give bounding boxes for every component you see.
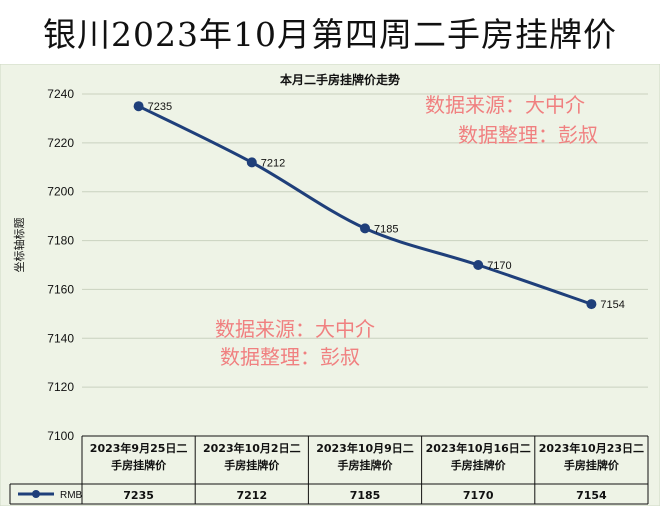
data-label: 7235 <box>148 101 172 113</box>
table-value-cell: 7170 <box>463 489 494 502</box>
x-category-label-line1: 2023年9月25日二 <box>90 441 188 455</box>
data-label: 7170 <box>487 260 511 272</box>
y-tick-label: 7220 <box>47 136 74 150</box>
watermark-author: 数据整理：彭叔 <box>220 345 360 369</box>
watermark-source: 数据来源：大中介 <box>215 317 375 341</box>
legend-series-label: RMB <box>60 490 83 501</box>
y-tick-label: 7200 <box>47 185 74 199</box>
chart-background <box>0 64 660 506</box>
page-title-bar: 银川2023年10月第四周二手房挂牌价 <box>0 0 660 64</box>
table-value-cell: 7185 <box>350 489 381 502</box>
data-label: 7212 <box>261 157 285 169</box>
y-tick-label: 7140 <box>47 331 74 345</box>
data-point <box>133 101 144 112</box>
page-title: 银川2023年10月第四周二手房挂牌价 <box>43 15 617 54</box>
x-category-label-line1: 2023年10月23日二 <box>539 441 644 455</box>
watermark-source: 数据来源：大中介 <box>425 93 585 117</box>
table-value-cell: 7212 <box>236 489 267 502</box>
x-category-label-line2: 手房挂牌价 <box>564 458 620 472</box>
x-category-label-line1: 2023年10月16日二 <box>426 441 531 455</box>
x-category-label-line2: 手房挂牌价 <box>338 458 394 472</box>
data-point <box>586 299 597 310</box>
y-axis-title: 坐标轴标题 <box>12 218 26 273</box>
y-tick-label: 7160 <box>47 282 74 296</box>
x-category-label-line2: 手房挂牌价 <box>451 458 507 472</box>
chart-title: 本月二手房挂牌价走势 <box>280 72 400 87</box>
x-category-label-line1: 2023年10月2日二 <box>203 441 301 455</box>
data-point <box>473 260 484 270</box>
data-label: 7185 <box>374 223 398 235</box>
data-point <box>360 223 370 234</box>
data-label: 7154 <box>600 299 624 311</box>
y-tick-label: 7100 <box>47 429 74 443</box>
line-chart: 本月二手房挂牌价走势 7100 7120 7140 7160 7180 7200 7220 72… <box>0 64 660 506</box>
y-tick-label: 7120 <box>47 380 74 394</box>
y-tick-label: 7180 <box>47 234 74 248</box>
x-category-label-line1: 2023年10月9日二 <box>316 441 414 455</box>
data-point <box>246 157 257 168</box>
table-value-cell: 7154 <box>576 489 607 502</box>
x-category-label-line2: 手房挂牌价 <box>224 458 280 472</box>
table-value-cell: 7235 <box>123 489 154 502</box>
y-tick-label: 7240 <box>47 87 74 101</box>
watermark-author: 数据整理：彭叔 <box>458 123 598 147</box>
legend-marker-key <box>32 490 40 498</box>
x-category-label-line2: 手房挂牌价 <box>111 458 167 472</box>
